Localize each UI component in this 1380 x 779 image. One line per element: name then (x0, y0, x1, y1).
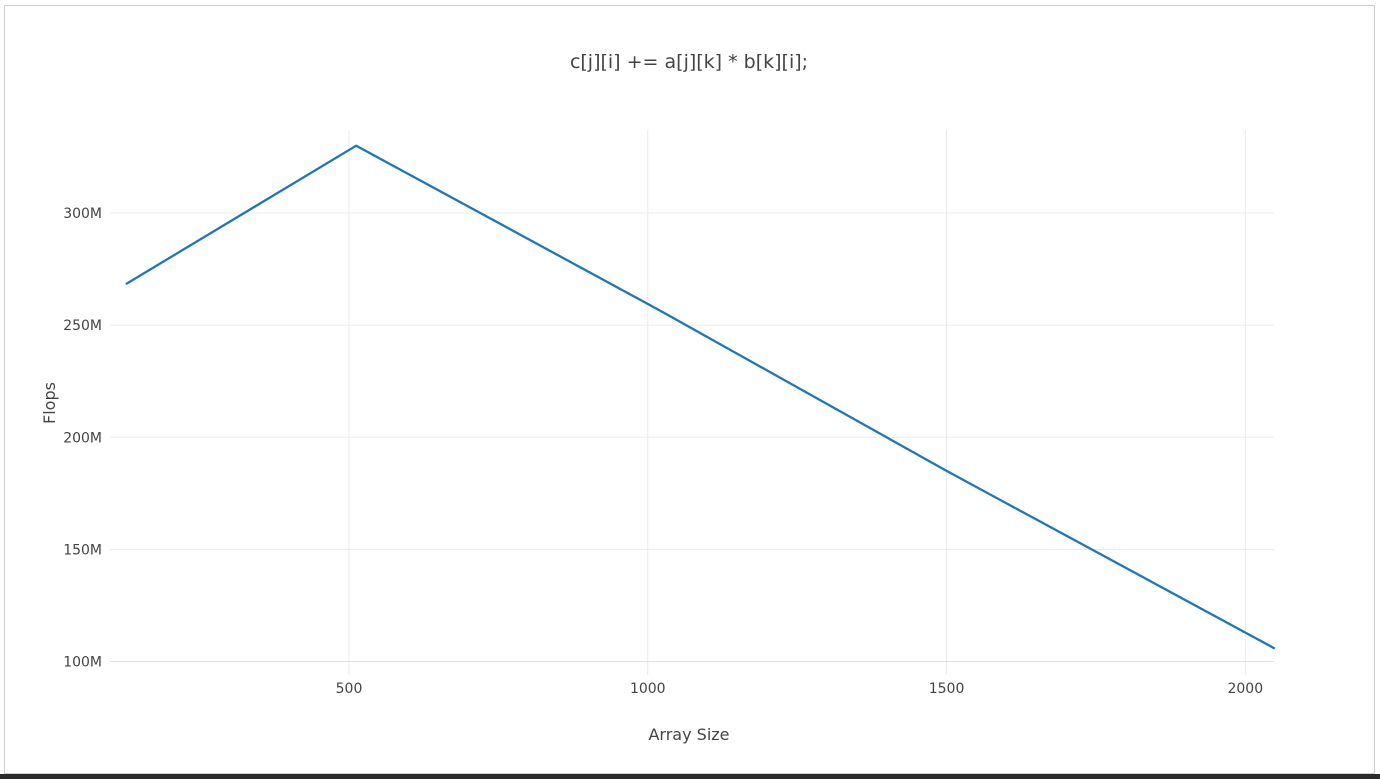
series-line (125, 144, 1276, 650)
x-tick-label: 2000 (1227, 681, 1263, 697)
chart-frame (4, 5, 1375, 774)
y-tick-label: 150M (63, 542, 102, 558)
y-axis-title: Flops (40, 382, 59, 424)
x-tick-label: 1000 (630, 681, 666, 697)
window-bottom-bar (0, 774, 1380, 779)
y-gridlines (110, 212, 1274, 663)
x-tick-labels: 500 1000 1500 2000 (336, 681, 1263, 697)
series-layer (125, 144, 1276, 650)
y-tick-label: 250M (63, 318, 102, 334)
x-tick-label: 1500 (929, 681, 965, 697)
y-tick-label: 200M (63, 430, 102, 446)
y-tick-label: 100M (63, 655, 102, 671)
y-tick-label: 300M (63, 206, 102, 222)
y-tick-labels: 100M 150M 200M 250M 300M (63, 206, 102, 671)
x-tick-label: 500 (336, 681, 363, 697)
x-gridlines (348, 130, 1246, 675)
x-axis-title: Array Size (648, 725, 729, 744)
chart-title: c[j][i] += a[j][k] * b[k][i]; (570, 51, 808, 73)
